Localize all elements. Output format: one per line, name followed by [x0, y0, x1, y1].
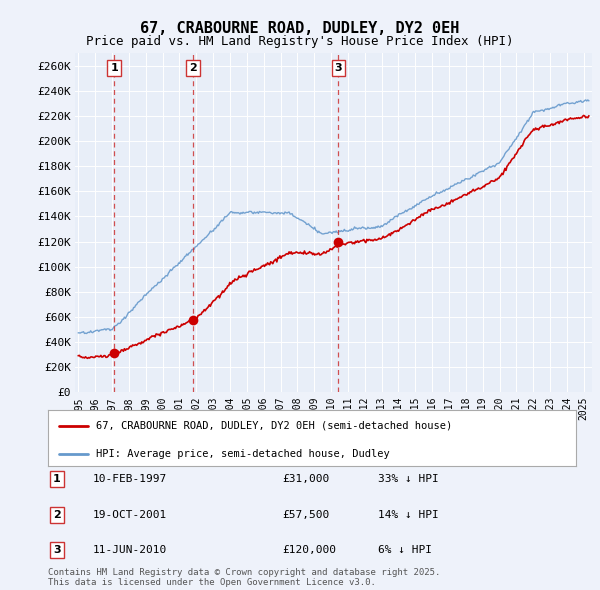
Text: £57,500: £57,500	[282, 510, 329, 520]
Text: 19-OCT-2001: 19-OCT-2001	[93, 510, 167, 520]
Text: 2: 2	[189, 63, 197, 73]
Text: 6% ↓ HPI: 6% ↓ HPI	[378, 545, 432, 555]
Text: 11-JUN-2010: 11-JUN-2010	[93, 545, 167, 555]
Text: £120,000: £120,000	[282, 545, 336, 555]
Text: Price paid vs. HM Land Registry's House Price Index (HPI): Price paid vs. HM Land Registry's House …	[86, 35, 514, 48]
Text: Contains HM Land Registry data © Crown copyright and database right 2025.
This d: Contains HM Land Registry data © Crown c…	[48, 568, 440, 587]
Text: £31,000: £31,000	[282, 474, 329, 484]
Text: 1: 1	[110, 63, 118, 73]
Text: 1: 1	[53, 474, 61, 484]
Text: 3: 3	[53, 545, 61, 555]
Text: 67, CRABOURNE ROAD, DUDLEY, DY2 0EH: 67, CRABOURNE ROAD, DUDLEY, DY2 0EH	[140, 21, 460, 35]
Text: 14% ↓ HPI: 14% ↓ HPI	[378, 510, 439, 520]
Text: 33% ↓ HPI: 33% ↓ HPI	[378, 474, 439, 484]
Text: 2: 2	[53, 510, 61, 520]
Text: 3: 3	[335, 63, 342, 73]
Text: 67, CRABOURNE ROAD, DUDLEY, DY2 0EH (semi-detached house): 67, CRABOURNE ROAD, DUDLEY, DY2 0EH (sem…	[95, 421, 452, 431]
Text: 10-FEB-1997: 10-FEB-1997	[93, 474, 167, 484]
Text: HPI: Average price, semi-detached house, Dudley: HPI: Average price, semi-detached house,…	[95, 449, 389, 459]
